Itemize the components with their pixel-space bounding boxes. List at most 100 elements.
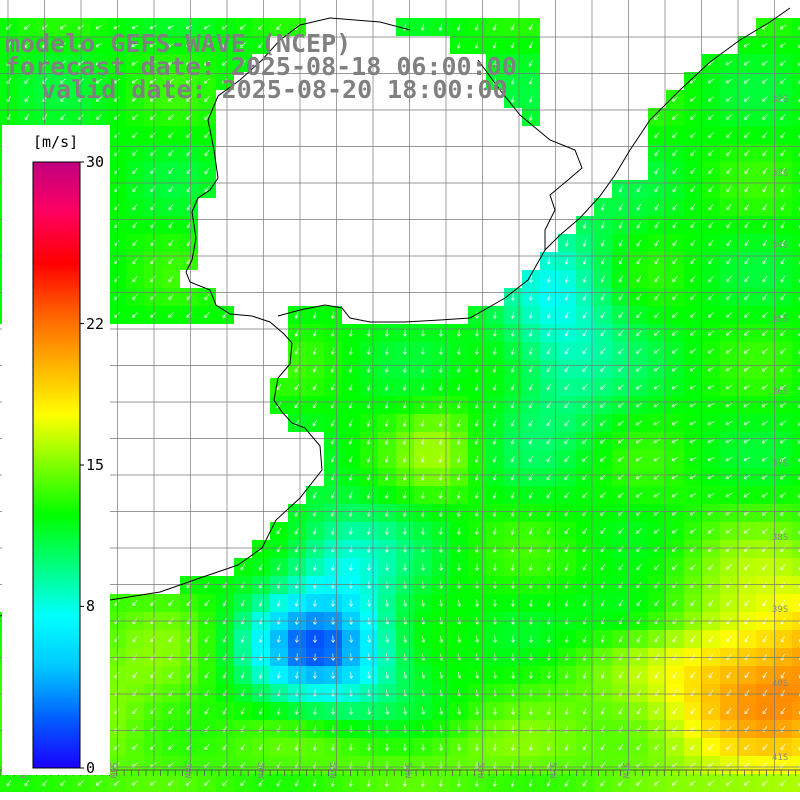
wind-arrow bbox=[689, 457, 697, 462]
wind-arrow bbox=[150, 150, 156, 156]
wind-arrow bbox=[493, 581, 497, 589]
wind-cell bbox=[792, 162, 800, 180]
wind-arrow bbox=[457, 743, 462, 751]
wind-arrow bbox=[294, 311, 299, 319]
wind-arrow bbox=[349, 599, 354, 607]
wind-arrow bbox=[564, 671, 569, 679]
wind-arrow bbox=[725, 403, 733, 408]
wind-arrow bbox=[600, 581, 605, 589]
wind-cell bbox=[792, 576, 800, 594]
wind-arrow bbox=[294, 365, 300, 373]
wind-arrow bbox=[204, 744, 210, 751]
wind-arrow bbox=[636, 744, 642, 751]
wind-arrow bbox=[457, 635, 462, 643]
wind-arrow bbox=[546, 545, 551, 553]
wind-arrow bbox=[653, 492, 661, 498]
wind-arrow bbox=[708, 294, 714, 300]
wind-arrow bbox=[331, 707, 335, 715]
wind-arrow bbox=[132, 150, 138, 156]
wind-arrow bbox=[149, 96, 157, 102]
wind-arrow bbox=[690, 671, 696, 679]
latitude-tick-labels: 32S 33S 34S 35S 36S 37S 38S 39S 40S 41S bbox=[772, 95, 788, 763]
wind-arrow bbox=[312, 347, 317, 355]
wind-arrow bbox=[294, 671, 299, 679]
wind-arrow bbox=[421, 581, 426, 589]
wind-arrow bbox=[564, 383, 570, 391]
wind-arrow bbox=[654, 635, 660, 643]
wind-cell bbox=[792, 378, 800, 396]
wind-arrow bbox=[671, 348, 679, 354]
wind-arrow bbox=[744, 275, 750, 283]
wind-arrow bbox=[780, 131, 786, 139]
wind-arrow bbox=[457, 671, 462, 679]
wind-arrow bbox=[761, 78, 768, 84]
wind-arrow bbox=[222, 707, 228, 715]
wind-arrow bbox=[330, 437, 335, 445]
wind-arrow bbox=[528, 95, 533, 103]
wind-cell bbox=[792, 306, 800, 324]
wind-arrow bbox=[312, 653, 317, 661]
wind-arrow bbox=[600, 366, 606, 372]
wind-arrow bbox=[493, 653, 498, 661]
wind-arrow bbox=[780, 743, 786, 751]
wind-arrow bbox=[203, 60, 211, 66]
wind-arrow bbox=[708, 312, 714, 318]
wind-arrow bbox=[366, 329, 371, 337]
wind-arrow bbox=[528, 707, 533, 715]
wind-arrow bbox=[564, 311, 569, 319]
wind-arrow bbox=[780, 707, 786, 715]
wind-arrow bbox=[439, 671, 444, 679]
wind-arrow bbox=[167, 25, 175, 30]
wind-arrow bbox=[510, 779, 515, 787]
wind-arrow bbox=[725, 457, 733, 462]
wind-arrow bbox=[474, 41, 479, 49]
wind-arrow bbox=[671, 402, 679, 408]
wind-arrow bbox=[529, 653, 533, 661]
wind-arrow bbox=[294, 743, 299, 751]
wind-arrow bbox=[203, 78, 210, 84]
wind-arrow bbox=[204, 167, 210, 175]
wind-arrow bbox=[493, 635, 498, 643]
wind-arrow bbox=[348, 743, 353, 751]
wind-arrow bbox=[492, 23, 497, 31]
wind-cell bbox=[792, 54, 800, 72]
wind-arrow bbox=[439, 545, 443, 553]
wind-arrow bbox=[366, 563, 371, 571]
wind-arrow bbox=[276, 563, 281, 571]
wind-cell bbox=[792, 180, 800, 198]
wind-arrow bbox=[420, 455, 425, 463]
wind-arrow bbox=[331, 599, 335, 607]
wind-arrow bbox=[240, 635, 245, 643]
wind-arrow bbox=[366, 509, 371, 517]
wind-arrow bbox=[168, 167, 174, 175]
wind-arrow bbox=[546, 455, 552, 463]
colorbar-tick-label: 8 bbox=[86, 597, 96, 616]
wind-arrow bbox=[475, 707, 480, 715]
latitude-label: 33S bbox=[772, 169, 788, 179]
wind-arrow bbox=[438, 527, 443, 535]
wind-arrow bbox=[780, 149, 786, 157]
wind-arrow bbox=[636, 221, 642, 229]
wind-arrow bbox=[707, 330, 714, 336]
wind-cell bbox=[792, 738, 800, 756]
wind-arrow bbox=[726, 167, 732, 175]
wind-arrow bbox=[689, 348, 697, 354]
wind-arrow bbox=[618, 599, 624, 607]
wind-arrow bbox=[168, 185, 174, 193]
wind-arrow bbox=[150, 168, 156, 175]
wind-arrow bbox=[582, 527, 588, 535]
wind-arrow bbox=[457, 581, 462, 589]
longitude-label: 55W bbox=[327, 762, 337, 779]
wind-arrow bbox=[258, 599, 263, 607]
wind-arrow bbox=[294, 653, 299, 661]
wind-arrow bbox=[564, 402, 570, 409]
wind-cell bbox=[792, 108, 800, 126]
wind-arrow bbox=[95, 60, 103, 66]
wind-arrow bbox=[672, 546, 678, 552]
wind-arrow bbox=[439, 599, 444, 607]
wind-arrow bbox=[582, 653, 587, 661]
wind-arrow bbox=[744, 546, 750, 552]
wind-arrow bbox=[780, 528, 786, 534]
wind-arrow bbox=[294, 599, 299, 607]
wind-arrow bbox=[725, 492, 733, 498]
